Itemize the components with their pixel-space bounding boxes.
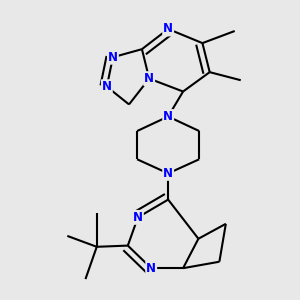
Text: N: N bbox=[144, 72, 154, 85]
Text: N: N bbox=[163, 167, 173, 180]
Text: N: N bbox=[163, 110, 173, 123]
Text: N: N bbox=[108, 51, 118, 64]
Text: N: N bbox=[146, 262, 156, 275]
Text: N: N bbox=[163, 22, 173, 35]
Text: N: N bbox=[133, 211, 143, 224]
Text: N: N bbox=[102, 80, 112, 93]
